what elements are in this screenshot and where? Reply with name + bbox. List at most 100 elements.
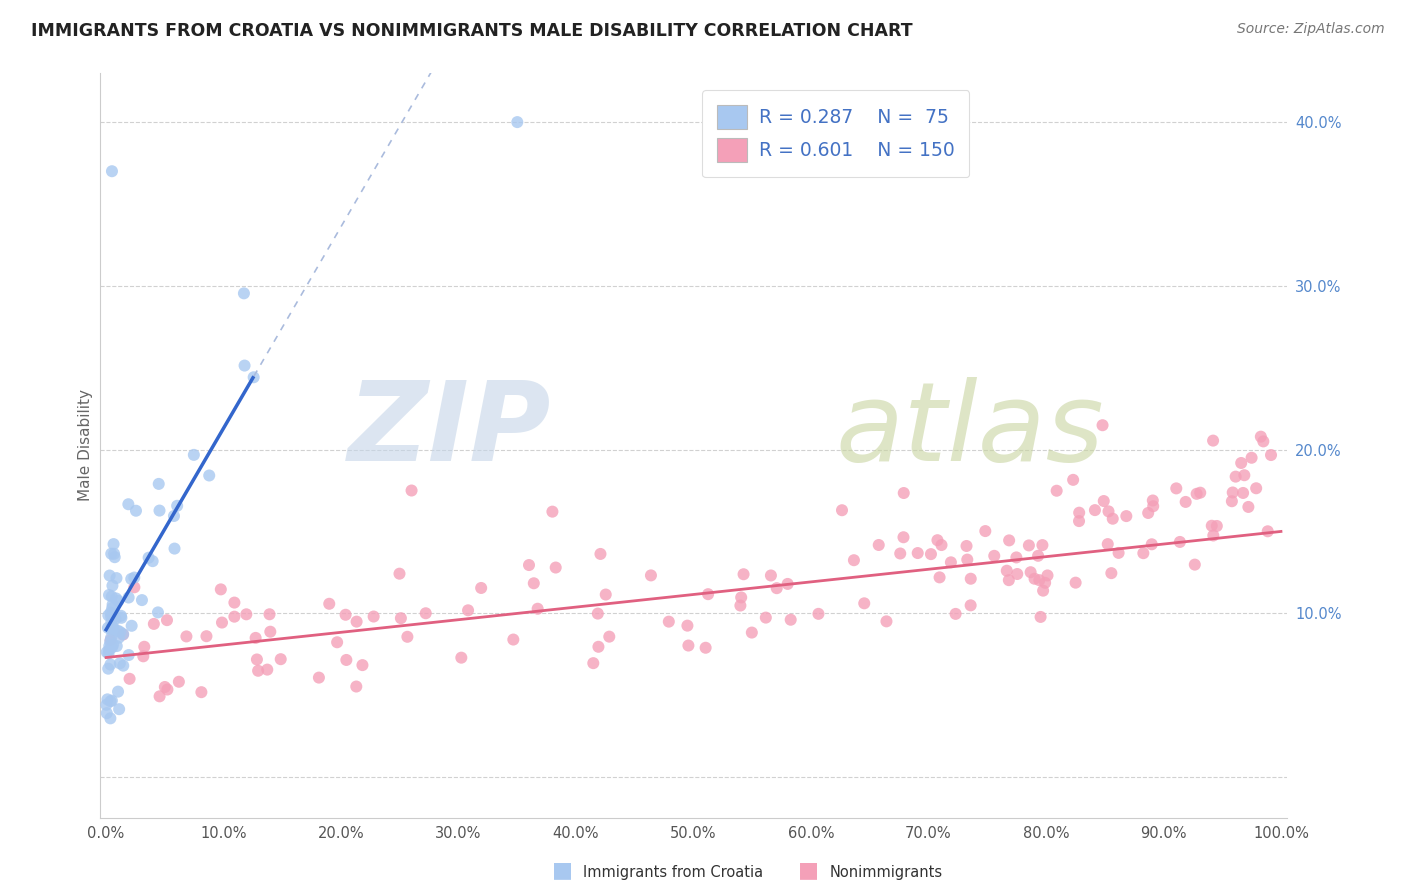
- Point: [259, 624, 281, 639]
- Point: [1029, 610, 1052, 624]
- Point: [97, 662, 120, 676]
- Point: [100, 631, 122, 645]
- Point: [101, 601, 124, 615]
- Point: [1230, 456, 1253, 470]
- Point: [1132, 546, 1154, 560]
- Point: [1142, 493, 1164, 508]
- Point: [1108, 546, 1130, 560]
- Point: [101, 598, 124, 612]
- Point: [853, 596, 876, 610]
- Point: [697, 587, 720, 601]
- Point: [190, 685, 212, 699]
- Point: [142, 554, 165, 568]
- Point: [388, 566, 411, 581]
- Point: [1260, 448, 1282, 462]
- Point: [111, 627, 134, 641]
- Point: [1140, 537, 1163, 551]
- Point: [100, 547, 122, 561]
- Point: [523, 576, 546, 591]
- Point: [308, 671, 330, 685]
- Y-axis label: Male Disability: Male Disability: [79, 390, 93, 501]
- Point: [121, 619, 143, 633]
- Point: [96, 706, 118, 720]
- Text: Source: ZipAtlas.com: Source: ZipAtlas.com: [1237, 22, 1385, 37]
- Point: [401, 483, 423, 498]
- Point: [209, 582, 232, 597]
- Point: [1244, 481, 1267, 495]
- Point: [541, 505, 564, 519]
- Point: [983, 549, 1005, 563]
- Point: [1142, 500, 1164, 514]
- Point: [1062, 473, 1084, 487]
- Point: [134, 640, 156, 654]
- Text: ■: ■: [799, 861, 818, 880]
- Point: [457, 603, 479, 617]
- Point: [100, 632, 122, 647]
- Point: [131, 593, 153, 607]
- Point: [108, 657, 131, 671]
- Point: [98, 634, 121, 648]
- Point: [108, 702, 131, 716]
- Point: [1067, 514, 1090, 528]
- Point: [1084, 503, 1107, 517]
- Point: [1202, 528, 1225, 542]
- Point: [335, 653, 357, 667]
- Point: [589, 547, 612, 561]
- Point: [730, 599, 752, 613]
- Point: [695, 640, 717, 655]
- Point: [198, 468, 221, 483]
- Point: [132, 649, 155, 664]
- Point: [759, 568, 782, 582]
- Point: [779, 613, 801, 627]
- Point: [101, 611, 124, 625]
- Point: [733, 567, 755, 582]
- Point: [956, 552, 979, 566]
- Point: [755, 610, 778, 624]
- Point: [1115, 509, 1137, 524]
- Point: [678, 639, 700, 653]
- Point: [959, 599, 981, 613]
- Point: [998, 573, 1021, 587]
- Point: [1205, 519, 1227, 533]
- Point: [1036, 568, 1059, 582]
- Point: [1018, 538, 1040, 552]
- Point: [502, 632, 524, 647]
- Point: [1232, 486, 1254, 500]
- Point: [270, 652, 292, 666]
- Point: [1174, 495, 1197, 509]
- Point: [1250, 430, 1272, 444]
- Point: [1032, 583, 1054, 598]
- Point: [1237, 500, 1260, 514]
- Point: [1019, 566, 1042, 580]
- Point: [582, 656, 605, 670]
- Point: [907, 546, 929, 560]
- Point: [96, 698, 118, 712]
- Point: [98, 639, 121, 653]
- Point: [363, 609, 385, 624]
- Point: [125, 504, 148, 518]
- Point: [98, 568, 121, 582]
- Point: [100, 657, 122, 672]
- Point: [1005, 567, 1028, 582]
- Point: [107, 684, 129, 698]
- Point: [156, 682, 179, 697]
- Point: [396, 630, 419, 644]
- Point: [517, 558, 540, 572]
- Point: [195, 629, 218, 643]
- Point: [142, 616, 165, 631]
- Point: [928, 570, 950, 584]
- Point: [640, 568, 662, 582]
- Point: [163, 508, 186, 523]
- Point: [122, 570, 145, 584]
- Point: [246, 652, 269, 666]
- Point: [100, 615, 122, 629]
- Point: [100, 606, 122, 620]
- Point: [1184, 558, 1206, 572]
- Point: [146, 606, 169, 620]
- Point: [730, 591, 752, 605]
- Point: [166, 499, 188, 513]
- Point: [242, 370, 264, 384]
- Point: [117, 497, 139, 511]
- Point: [101, 640, 124, 655]
- Point: [259, 607, 281, 622]
